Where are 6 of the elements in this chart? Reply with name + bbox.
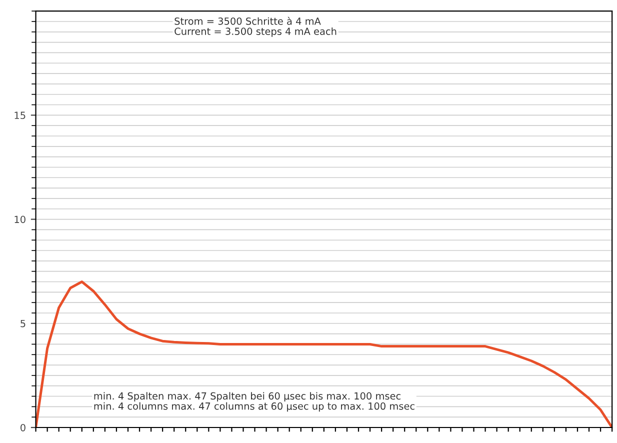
y-tick-label: 0: [20, 424, 26, 432]
y-tick-label: 15: [14, 112, 26, 120]
y-tick-label: 5: [20, 320, 26, 328]
y-tick-label: 10: [14, 216, 26, 224]
annotation: Strom = 3500 Schritte à 4 mA Current = 3.500 steps 4 mA each: [174, 16, 336, 37]
annotation: min. 4 Spalten max. 47 Spalten bei 60 µsec bis max. 100 msec min. 4 columns max. 47 columns at 60 µsec up to max. 100 msec: [94, 392, 414, 412]
